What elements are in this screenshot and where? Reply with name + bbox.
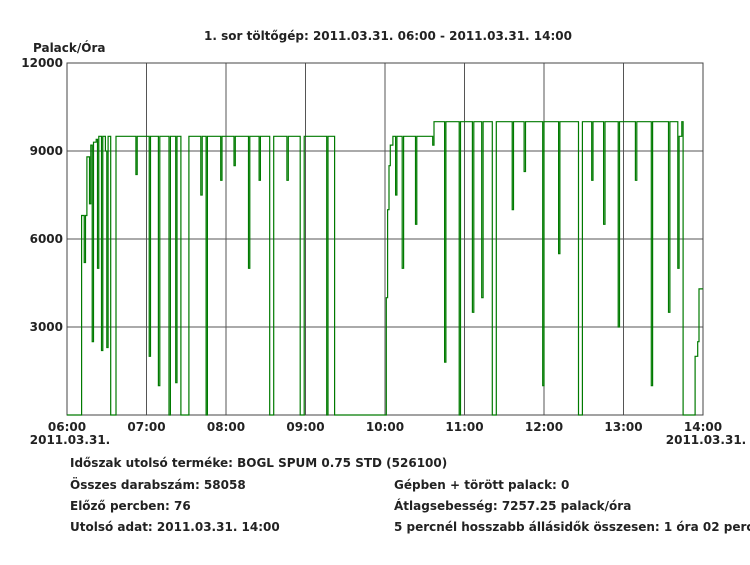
chart-title: 1. sor töltőgép: 2011.03.31. 06:00 - 201… — [204, 29, 572, 43]
series-line — [67, 121, 703, 416]
production-chart: 1. sor töltőgép: 2011.03.31. 06:00 - 201… — [21, 29, 746, 447]
x-start-date: 2011.03.31. — [30, 433, 110, 447]
last-data-info: Utolsó adat: 2011.03.31. 14:00 — [70, 520, 280, 534]
last-product-info: Időszak utolsó terméke: BOGL SPUM 0.75 S… — [70, 456, 448, 470]
average-speed-info: Átlagsebesség: 7257.25 palack/óra — [394, 499, 632, 513]
grid-lines — [67, 63, 703, 415]
x-tick-label: 11:00 — [445, 420, 483, 434]
y-axis-label: Palack/Óra — [33, 40, 105, 55]
x-tick-labels: 06:00 07:00 08:00 09:00 10:00 11:00 12:00 13:00… — [48, 420, 722, 434]
y-tick-label: 6000 — [30, 232, 63, 246]
total-count-info: Összes darabszám: 58058 — [70, 478, 246, 492]
x-tick-label: 13:00 — [604, 420, 642, 434]
x-tick-label: 10:00 — [366, 420, 404, 434]
previous-minute-info: Előző percben: 76 — [70, 499, 191, 513]
x-tick-label: 14:00 — [684, 420, 722, 434]
y-tick-label: 12000 — [21, 56, 63, 70]
x-tick-label: 07:00 — [127, 420, 165, 434]
y-tick-label: 3000 — [30, 320, 63, 334]
y-tick-label: 9000 — [30, 144, 63, 158]
broken-bottles-info: Gépben + törött palack: 0 — [394, 478, 570, 492]
x-tick-label: 09:00 — [286, 420, 324, 434]
x-tick-label: 08:00 — [207, 420, 245, 434]
x-tick-label: 06:00 — [48, 420, 86, 434]
x-end-date: 2011.03.31. — [666, 433, 746, 447]
y-tick-labels: 12000 9000 6000 3000 — [21, 56, 63, 334]
long-stops-info: 5 percnél hosszabb állásidők összesen: 1… — [394, 520, 750, 534]
x-tick-label: 12:00 — [525, 420, 563, 434]
